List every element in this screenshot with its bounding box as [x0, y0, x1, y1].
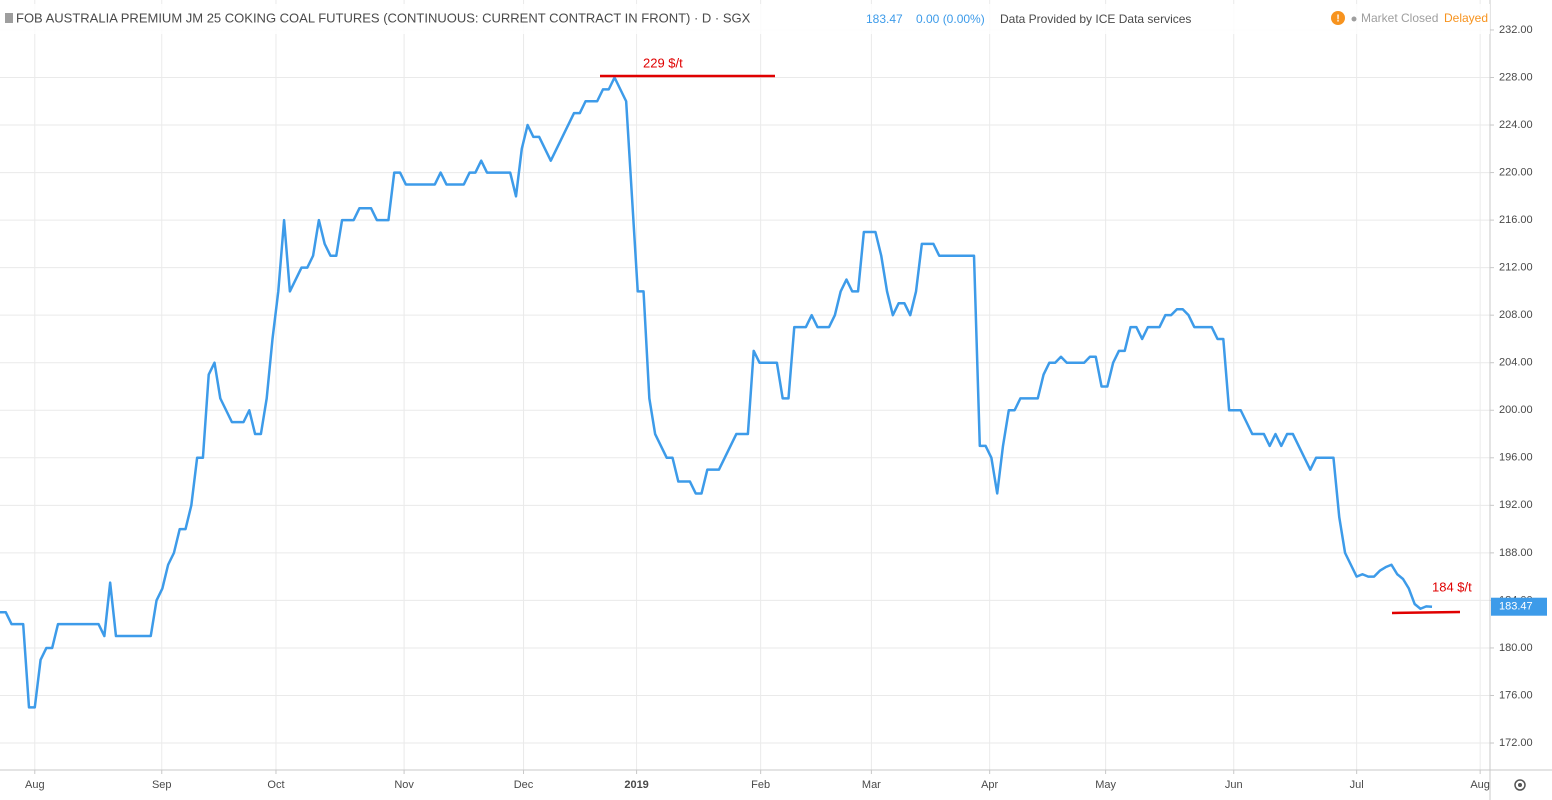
flag-icon: [5, 13, 13, 23]
last-price: 183.47: [866, 12, 903, 26]
grid: [0, 0, 1490, 770]
y-tick-label: 196.00: [1499, 452, 1533, 464]
annotation-line: [1391, 610, 1461, 615]
warning-icon: [1331, 11, 1345, 25]
x-tick-label: Feb: [751, 779, 770, 791]
header-bg: [0, 4, 1490, 34]
y-tick-label: 232.00: [1499, 24, 1533, 36]
y-tick-label: 200.00: [1499, 404, 1533, 416]
y-tick-label: 208.00: [1499, 309, 1533, 321]
y-tick-label: 204.00: [1499, 357, 1533, 369]
x-tick-label: Dec: [514, 779, 534, 791]
x-tick-label: May: [1095, 779, 1116, 791]
annotation: 184 $/t: [1432, 579, 1472, 594]
x-tick-label: Aug: [1470, 779, 1490, 791]
x-tick-label: Jun: [1225, 779, 1243, 791]
x-tick-label: Aug: [25, 779, 45, 791]
settings-icon[interactable]: [1514, 779, 1526, 791]
x-tick-label: Apr: [981, 779, 998, 791]
price-change: 0.00 (0.00%): [916, 12, 985, 26]
y-tick-label: 188.00: [1499, 547, 1533, 559]
market-status[interactable]: Market Closed: [1361, 11, 1438, 25]
y-tick-label: 220.00: [1499, 166, 1533, 178]
x-tick-label: Sep: [152, 779, 172, 791]
delay-status[interactable]: Delayed: [1444, 11, 1488, 25]
price-line: [0, 76, 1433, 709]
y-tick-label: 212.00: [1499, 262, 1533, 274]
y-tick-label: 180.00: [1499, 642, 1533, 654]
y-tick-label: 176.00: [1499, 689, 1533, 701]
x-tick-label: Jul: [1350, 779, 1364, 791]
annotation: 229 $/t: [643, 55, 683, 70]
plot: [0, 76, 1433, 709]
chart-title: FOB AUSTRALIA PREMIUM JM 25 COKING COAL …: [16, 10, 751, 25]
axes: 172.00176.00180.00184.00188.00192.00196.…: [25, 24, 1547, 791]
x-tick-label: Oct: [267, 779, 284, 791]
data-provider: Data Provided by ICE Data services: [1000, 12, 1191, 26]
x-tick-label: Nov: [394, 779, 414, 791]
x-tick-label: 2019: [624, 779, 648, 791]
last-price-label: 183.47: [1499, 601, 1533, 613]
y-tick-label: 216.00: [1499, 214, 1533, 226]
x-tick-label: Mar: [862, 779, 881, 791]
status-dot: [1351, 16, 1357, 22]
y-tick-label: 172.00: [1499, 737, 1533, 749]
y-tick-label: 228.00: [1499, 71, 1533, 83]
y-tick-label: 224.00: [1499, 119, 1533, 131]
warning-mark: !: [1336, 14, 1339, 25]
y-tick-label: 192.00: [1499, 499, 1533, 511]
last-price-badge: [1491, 597, 1547, 616]
